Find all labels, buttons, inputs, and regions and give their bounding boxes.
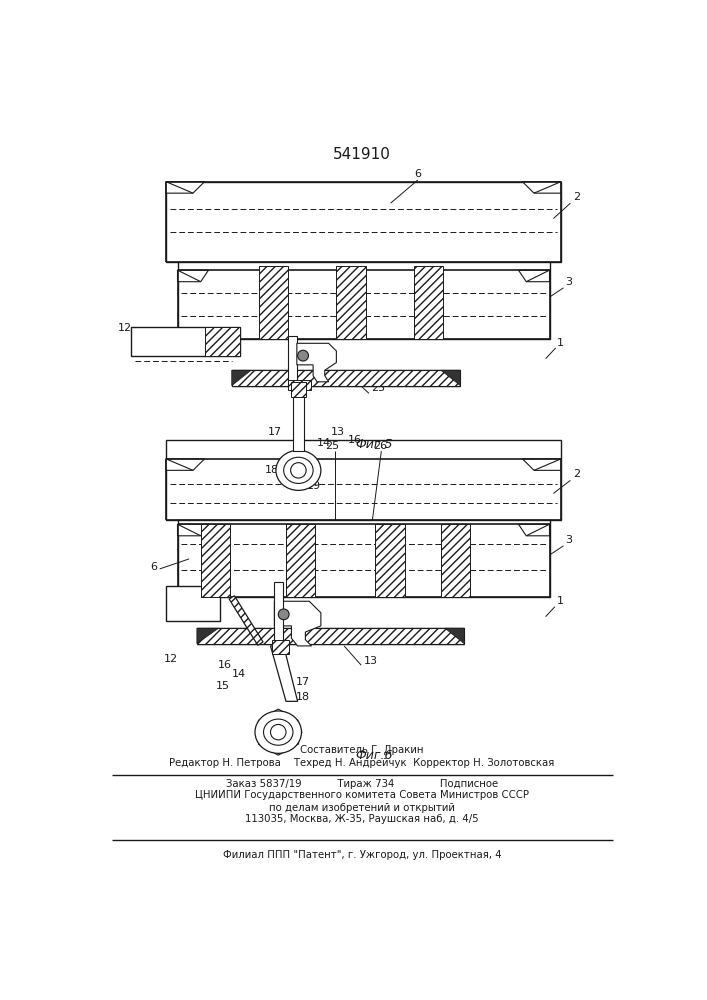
- Text: 17: 17: [268, 427, 282, 437]
- Polygon shape: [441, 370, 460, 386]
- Bar: [375, 524, 404, 597]
- Polygon shape: [274, 601, 321, 646]
- Circle shape: [291, 463, 306, 478]
- Bar: [204, 327, 240, 356]
- Text: 3: 3: [565, 535, 572, 545]
- Text: 18: 18: [265, 465, 279, 475]
- Text: 2: 2: [573, 192, 580, 202]
- Polygon shape: [177, 270, 209, 282]
- Text: 1: 1: [557, 596, 564, 606]
- Ellipse shape: [255, 711, 301, 753]
- Text: 19: 19: [274, 739, 288, 749]
- Bar: [291, 382, 306, 397]
- Text: Фиг.6: Фиг.6: [356, 749, 393, 762]
- Circle shape: [298, 350, 308, 361]
- Ellipse shape: [264, 719, 293, 745]
- Text: Фиг.5: Фиг.5: [356, 438, 393, 451]
- Polygon shape: [271, 646, 298, 701]
- Bar: [232, 370, 460, 386]
- Text: Филиал ППП "Патент", г. Ужгород, ул. Проектная, 4: Филиал ППП "Патент", г. Ужгород, ул. Про…: [223, 850, 501, 860]
- Bar: [337, 266, 366, 339]
- Bar: [177, 262, 549, 339]
- Bar: [274, 582, 283, 644]
- Polygon shape: [522, 459, 561, 470]
- Circle shape: [271, 724, 286, 740]
- Ellipse shape: [284, 457, 313, 483]
- Text: 16: 16: [348, 435, 362, 445]
- Text: 2: 2: [573, 469, 580, 479]
- Bar: [131, 327, 240, 356]
- Polygon shape: [166, 182, 204, 193]
- Bar: [286, 524, 315, 597]
- Text: 25: 25: [325, 441, 339, 451]
- Text: 6: 6: [151, 562, 158, 572]
- Bar: [272, 640, 289, 654]
- Bar: [293, 386, 304, 451]
- Bar: [166, 182, 561, 262]
- Text: 14: 14: [232, 669, 246, 679]
- Text: 16: 16: [218, 660, 232, 670]
- Text: 113035, Москва, Ж-35, Раушская наб, д. 4/5: 113035, Москва, Ж-35, Раушская наб, д. 4…: [245, 814, 479, 824]
- Polygon shape: [518, 270, 549, 282]
- Text: 18: 18: [296, 692, 310, 702]
- Polygon shape: [445, 628, 464, 644]
- Bar: [414, 266, 443, 339]
- Text: ЦНИИПИ Государственного комитета Совета Министров СССР: ЦНИИПИ Государственного комитета Совета …: [195, 790, 529, 800]
- Text: 17: 17: [296, 677, 310, 687]
- Bar: [288, 336, 297, 386]
- Text: Редактор Н. Петрова    Техред Н. Андрейчук  Корректор Н. Золотовская: Редактор Н. Петрова Техред Н. Андрейчук …: [169, 758, 554, 768]
- Bar: [259, 266, 288, 339]
- Polygon shape: [166, 459, 204, 470]
- Text: 13: 13: [363, 656, 378, 666]
- Polygon shape: [518, 524, 549, 536]
- Circle shape: [279, 609, 289, 620]
- Text: 14: 14: [317, 438, 331, 448]
- Text: 12: 12: [118, 323, 132, 333]
- Bar: [288, 380, 311, 389]
- Polygon shape: [229, 596, 263, 645]
- Polygon shape: [177, 524, 209, 536]
- Text: 25: 25: [371, 383, 385, 393]
- Text: 6: 6: [414, 169, 421, 179]
- Text: по делам изобретений и открытий: по делам изобретений и открытий: [269, 803, 455, 813]
- Bar: [166, 586, 220, 620]
- Text: 12: 12: [164, 654, 178, 664]
- Bar: [201, 524, 230, 597]
- Polygon shape: [522, 182, 561, 193]
- Text: 26: 26: [373, 441, 387, 451]
- Polygon shape: [232, 370, 251, 386]
- Polygon shape: [197, 628, 218, 644]
- Bar: [177, 520, 549, 597]
- Text: Заказ 5837/19           Тираж 734              Подписное: Заказ 5837/19 Тираж 734 Подписное: [226, 779, 498, 789]
- Bar: [166, 440, 561, 520]
- Text: 19: 19: [307, 481, 321, 491]
- Text: 15: 15: [216, 681, 230, 691]
- Text: 541910: 541910: [333, 147, 391, 162]
- Bar: [197, 628, 464, 644]
- Bar: [441, 524, 470, 597]
- Text: 13: 13: [331, 427, 345, 437]
- Text: 1: 1: [557, 338, 564, 348]
- Text: Составитель Г. Дракин: Составитель Г. Дракин: [300, 745, 423, 755]
- Text: 3: 3: [565, 277, 572, 287]
- Ellipse shape: [276, 450, 321, 490]
- Polygon shape: [297, 343, 337, 382]
